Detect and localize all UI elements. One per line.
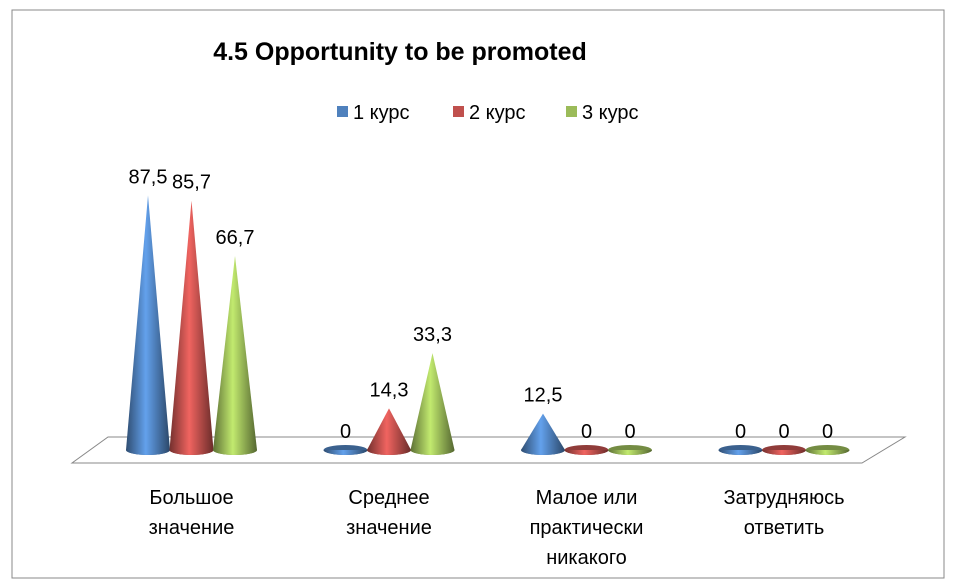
- data-label: 0: [581, 421, 592, 443]
- legend-label: 3 курс: [582, 102, 639, 124]
- data-label: 14,3: [370, 379, 409, 401]
- data-label: 85,7: [172, 172, 211, 194]
- data-label: 0: [624, 421, 635, 443]
- cone-body: [564, 450, 609, 455]
- cone: [323, 445, 368, 455]
- chart-title: 4.5 Opportunity to be promoted: [213, 38, 587, 66]
- cone: [410, 353, 455, 455]
- x-tick-label: Среднее значение: [346, 487, 432, 539]
- data-label: 0: [778, 421, 789, 443]
- cone: [564, 445, 609, 455]
- data-label: 12,5: [524, 385, 563, 407]
- cone-body: [323, 450, 368, 455]
- cone: [805, 445, 850, 455]
- data-label: 66,7: [216, 227, 255, 249]
- data-label: 0: [340, 421, 351, 443]
- cone: [762, 445, 806, 455]
- x-tick-label: Малое или практически никакого: [530, 487, 644, 569]
- legend-swatch: [337, 106, 348, 117]
- cone: [608, 445, 652, 455]
- cone-body: [762, 450, 806, 455]
- data-label: 87,5: [129, 166, 168, 188]
- x-tick-label: Большое значение: [149, 487, 235, 539]
- cone-body: [169, 200, 214, 455]
- chart-border: [11, 9, 945, 579]
- x-tick-label: Затрудняюсь ответить: [723, 487, 844, 539]
- cone: [213, 255, 257, 455]
- legend-label: 2 курс: [469, 102, 526, 124]
- cone: [126, 195, 170, 455]
- cone-body: [718, 450, 763, 455]
- cone: [718, 445, 763, 455]
- cone-body: [126, 195, 170, 455]
- cone-body: [608, 450, 652, 455]
- cone-body: [213, 255, 257, 455]
- legend-label: 1 курс: [353, 102, 410, 124]
- legend-swatch: [566, 106, 577, 117]
- cone-body: [410, 353, 455, 455]
- data-label: 33,3: [413, 324, 452, 346]
- cone: [521, 413, 565, 455]
- cone-body: [805, 450, 850, 455]
- legend-swatch: [453, 106, 464, 117]
- cone: [367, 408, 411, 455]
- data-label: 0: [822, 421, 833, 443]
- cone: [169, 200, 214, 455]
- floor: [70, 436, 907, 464]
- cone-body: [521, 413, 565, 455]
- data-label: 0: [735, 421, 746, 443]
- cone-body: [367, 408, 411, 455]
